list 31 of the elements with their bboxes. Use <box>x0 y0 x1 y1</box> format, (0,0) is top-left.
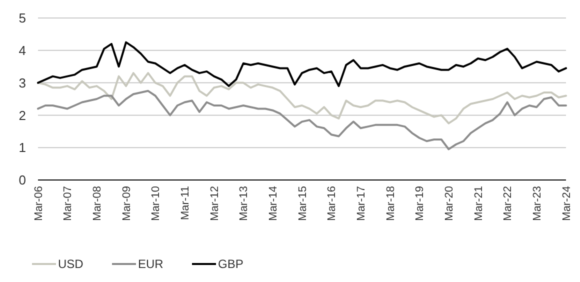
x-tick-label: Mar-12 <box>208 186 221 221</box>
line-series <box>37 41 567 88</box>
x-tick-label: Mar-09 <box>120 186 133 221</box>
x-tick-label: Mar-15 <box>296 186 309 221</box>
x-tick-label: Mar-06 <box>32 186 45 221</box>
y-tick-label: 5 <box>18 10 26 26</box>
y-tick-label: 0 <box>18 172 26 188</box>
x-tick-label: Mar-18 <box>384 186 397 221</box>
y-tick-label: 3 <box>18 75 26 90</box>
y-tick-label: 4 <box>18 42 26 58</box>
line-series <box>37 72 567 124</box>
x-tick-label: Mar-22 <box>502 186 514 221</box>
legend-label: USD <box>58 257 84 272</box>
legend-label: EUR <box>138 257 164 272</box>
line-series <box>37 90 567 150</box>
x-tick-label: Mar-07 <box>62 186 74 221</box>
x-tick-label: Mar-20 <box>444 186 456 221</box>
x-tick-label: Mar-14 <box>268 186 280 221</box>
x-tick-label: Mar-23 <box>531 186 544 221</box>
x-tick-label: Mar-21 <box>472 186 485 221</box>
x-tick-label: Mar-08 <box>92 186 104 221</box>
x-tick-label: Mar-19 <box>414 186 426 221</box>
legend-label: GBP <box>218 257 244 272</box>
x-tick-label: Mar-10 <box>150 186 162 221</box>
y-tick-label: 1 <box>18 140 26 156</box>
x-tick-label: Mar-11 <box>179 186 192 220</box>
x-tick-label: Mar-17 <box>356 186 368 221</box>
x-tick-label: Mar-13 <box>238 186 250 221</box>
y-tick-label: 2 <box>18 108 26 123</box>
x-tick-label: Mar-16 <box>326 186 338 221</box>
x-tick-label: Mar-24 <box>560 186 573 221</box>
